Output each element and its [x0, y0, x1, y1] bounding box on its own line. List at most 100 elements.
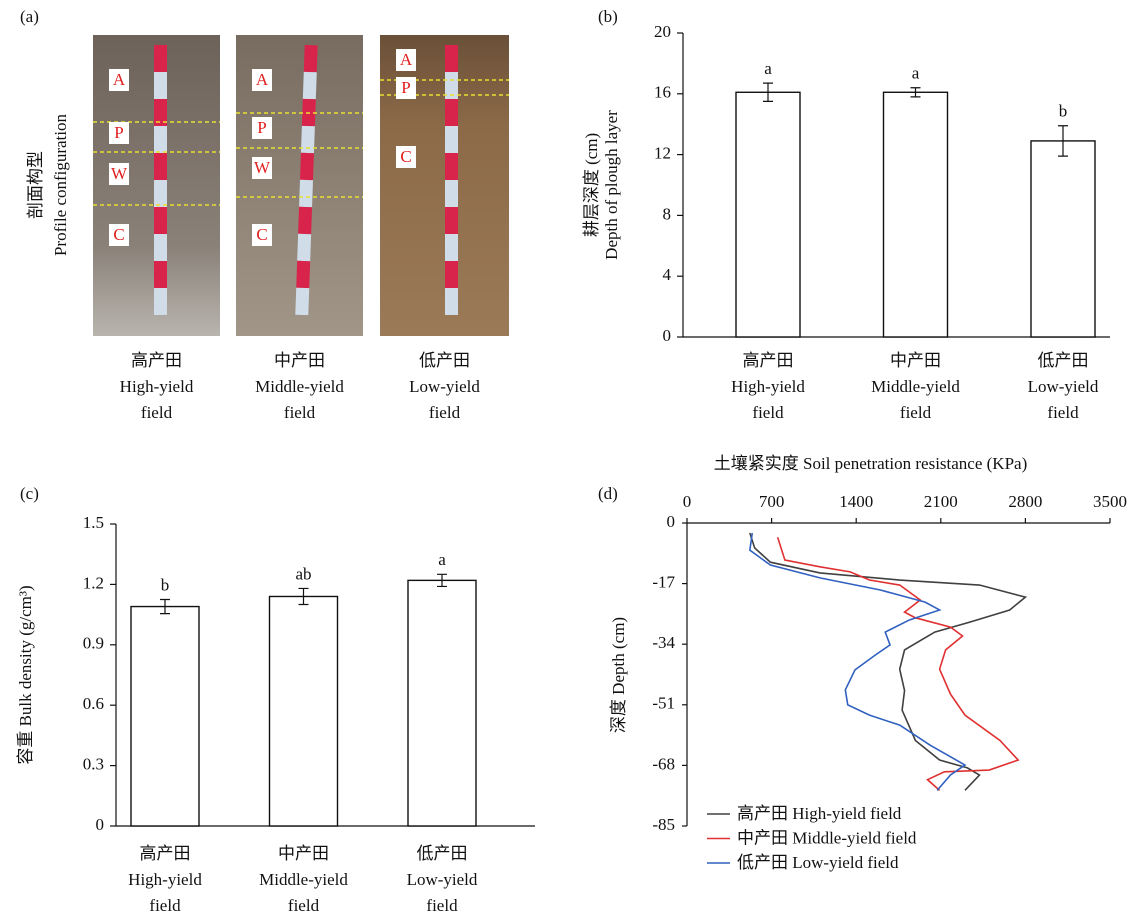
layer-box: [396, 77, 416, 99]
data-line: [748, 532, 967, 791]
caption: 中产田: [274, 351, 325, 370]
layer-label: C: [400, 147, 411, 166]
caption: field: [141, 403, 173, 422]
ruler-segment: [154, 126, 167, 153]
x-tick-label: Low-yield: [407, 870, 478, 889]
x-tick-label: 1400: [839, 492, 873, 511]
y-axis-label: 剖面构型: [26, 151, 45, 219]
bar: [735, 91, 801, 338]
y-tick-label: 20: [654, 22, 671, 41]
y-tick-label: 16: [654, 83, 671, 102]
y-tick-label: 0.6: [83, 694, 104, 713]
y-tick-label: 12: [654, 144, 671, 163]
ruler-segment: [297, 233, 312, 262]
legend-label: 高产田 High-yield field: [737, 804, 902, 823]
bar: [1030, 140, 1096, 338]
data-line: [749, 532, 1028, 791]
ruler-segment: [445, 261, 458, 288]
significance-letter: a: [912, 64, 920, 83]
layer-label: W: [111, 164, 128, 183]
layer-box: [252, 224, 272, 246]
ruler-segment: [445, 180, 458, 207]
y-axis-label: 深度 Depth (cm): [609, 617, 628, 733]
x-tick-label: 700: [759, 492, 785, 511]
significance-letter: a: [438, 550, 446, 569]
caption: field: [429, 403, 461, 422]
error-bar: [437, 573, 447, 588]
ruler-segment: [445, 207, 458, 234]
layer-label: A: [113, 70, 126, 89]
y-tick-label: 1.5: [83, 513, 104, 532]
layer-label: P: [257, 118, 266, 137]
layer-box: [396, 49, 416, 71]
y-tick-label: 0: [663, 326, 672, 345]
panel-label: (d): [598, 484, 618, 503]
ruler-segment: [445, 126, 458, 153]
layer-box: [109, 163, 129, 185]
panel-label: (a): [20, 7, 39, 26]
x-axis-label: 土壤紧实度 Soil penetration resistance (KPa): [714, 453, 1028, 473]
layer-box: [109, 224, 129, 246]
y-tick-label: -17: [652, 573, 675, 592]
layer-label: A: [400, 50, 413, 69]
bar: [268, 595, 339, 827]
y-tick-label: -68: [652, 754, 675, 773]
x-tick-label: 2100: [924, 492, 958, 511]
error-bar: [1058, 125, 1068, 157]
ruler-segment: [154, 45, 167, 72]
x-tick-label: 高产田: [140, 844, 191, 863]
y-tick-label: 4: [663, 265, 672, 284]
ruler-segment: [154, 261, 167, 288]
significance-letter: b: [161, 575, 170, 594]
x-tick-label: 3500: [1093, 492, 1127, 511]
ruler-segment: [154, 234, 167, 261]
ruler-segment: [154, 72, 167, 99]
legend-label: 低产田 Low-yield field: [737, 853, 899, 872]
ruler-segment: [299, 179, 313, 208]
y-tick-label: -34: [652, 633, 675, 652]
caption: 低产田: [419, 351, 470, 370]
ruler-segment: [295, 287, 310, 316]
error-bar: [763, 82, 773, 102]
data-line: [776, 537, 1020, 791]
layer-label: A: [256, 70, 269, 89]
panel-label: (b): [598, 7, 618, 26]
ruler-segment: [445, 99, 458, 126]
y-tick-label: 0.9: [83, 634, 104, 653]
ruler-segment: [445, 45, 458, 72]
x-tick-label: 0: [683, 492, 692, 511]
ruler-segment: [302, 71, 317, 100]
caption: field: [284, 403, 316, 422]
x-tick-label: Middle-yield: [871, 377, 960, 396]
bar: [407, 579, 477, 827]
x-tick-label: Low-yield: [1028, 377, 1099, 396]
y-tick-label: -51: [652, 694, 675, 713]
error-bar: [298, 587, 309, 606]
y-tick-label: 0.3: [83, 755, 104, 774]
y-axis-label: 耕层深度 (cm): [582, 133, 601, 237]
significance-letter: ab: [295, 564, 311, 583]
ruler-segment: [154, 153, 167, 180]
caption: Low-yield: [409, 377, 480, 396]
ruler-segment: [303, 44, 318, 73]
y-tick-label: 8: [663, 204, 672, 223]
layer-label: C: [113, 225, 124, 244]
x-tick-label: field: [752, 403, 784, 422]
x-tick-label: 中产田: [278, 844, 329, 863]
layer-label: W: [254, 158, 271, 177]
error-bar: [910, 87, 921, 98]
y-axis-label: Profile configuration: [51, 113, 70, 256]
ruler-segment: [296, 260, 311, 289]
axis-line: [686, 522, 1110, 826]
bar: [130, 605, 200, 827]
layer-label: P: [401, 78, 410, 97]
ruler-segment: [445, 288, 458, 315]
x-tick-label: field: [1047, 403, 1079, 422]
ruler-segment: [154, 288, 167, 315]
legend-label: 中产田 Middle-yield field: [737, 828, 917, 847]
y-tick-label: -85: [652, 815, 675, 834]
ruler-segment: [300, 125, 315, 154]
layer-label: P: [114, 123, 123, 142]
